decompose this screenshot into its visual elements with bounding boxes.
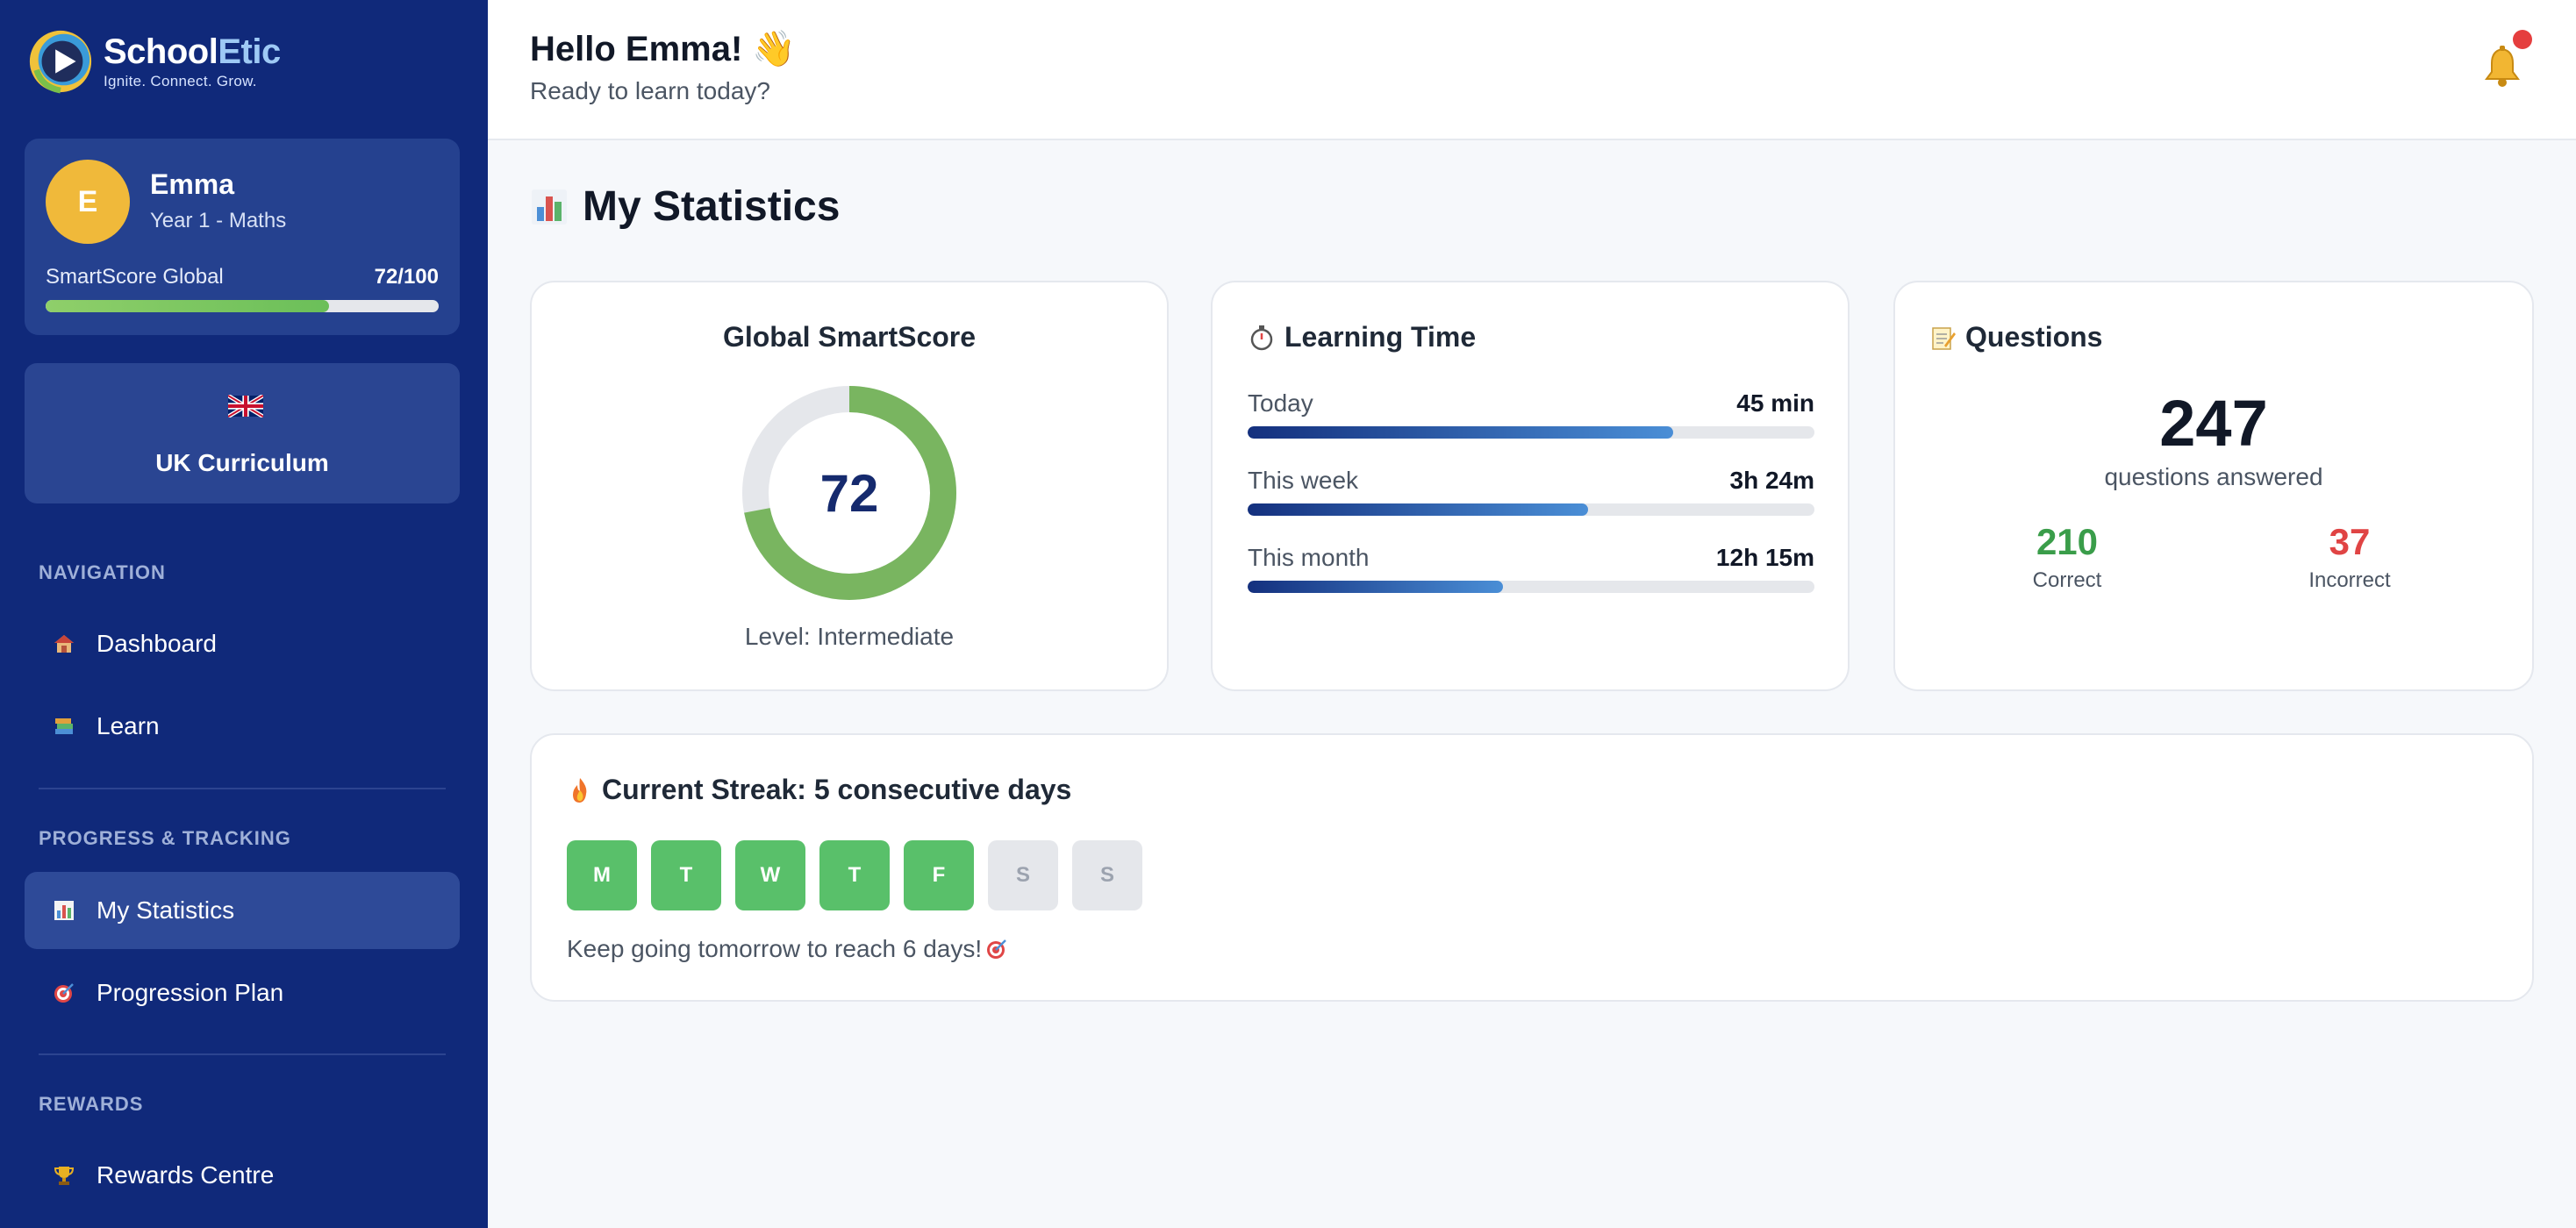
- page-title: My Statistics: [530, 182, 840, 231]
- sidebar-item-rewards[interactable]: Rewards Centre: [25, 1137, 460, 1214]
- learning-time-value: 45 min: [1736, 389, 1814, 417]
- memo-icon: [1932, 326, 1956, 350]
- logo-play-icon: [29, 30, 92, 94]
- streak-card-title: Current Streak: 5 consecutive days: [567, 774, 1071, 806]
- learning-time-label: This week: [1248, 467, 1359, 494]
- questions-correct: 210 Correct: [1979, 521, 2155, 593]
- curriculum-label: UK Curriculum: [155, 449, 329, 476]
- smartscore-card: Global SmartScore 72 Level: Intermediate: [530, 281, 1169, 691]
- sidebar-item-dashboard[interactable]: Dashboard: [25, 605, 460, 682]
- brand-name-school: School: [104, 32, 218, 71]
- learning-time-bar-fill: [1248, 426, 1673, 439]
- streak-days: M T W T F S S: [567, 840, 1142, 910]
- trophy-icon: [51, 1162, 77, 1189]
- nav-section-rewards: REWARDS: [39, 1093, 144, 1115]
- learning-time-label: This month: [1248, 544, 1370, 571]
- learning-time-bar-fill: [1248, 581, 1503, 593]
- questions-total-label: questions answered: [2104, 463, 2323, 490]
- brand-tagline: Ignite. Connect. Grow.: [104, 73, 257, 89]
- correct-label: Correct: [2032, 568, 2102, 592]
- profile-name: Emma: [150, 168, 235, 200]
- learning-time-bar: [1248, 503, 1814, 516]
- sidebar-item-label: My Statistics: [97, 896, 235, 924]
- correct-count: 210: [2036, 521, 2099, 562]
- incorrect-label: Incorrect: [2308, 568, 2391, 592]
- greeting-subtitle: Ready to learn today?: [530, 77, 770, 104]
- streak-day: M: [567, 840, 637, 910]
- sidebar-item-label: Learn: [97, 712, 160, 739]
- sidebar-item-label: Rewards Centre: [97, 1161, 275, 1189]
- streak-day: S: [1072, 840, 1142, 910]
- learning-time-bar: [1248, 426, 1814, 439]
- sidebar-item-learn[interactable]: Learn: [25, 688, 460, 765]
- smartscore-donut-arc: [742, 386, 956, 600]
- home-icon: [51, 631, 77, 657]
- streak-title-text: Current Streak: 5 consecutive days: [602, 774, 1072, 805]
- smartscore-progress-fill: [46, 300, 329, 312]
- streak-day: W: [735, 840, 805, 910]
- brand-name-etic: Etic: [218, 32, 281, 71]
- profile-subtitle: Year 1 - Maths: [150, 209, 287, 232]
- smartscore-donut: [742, 386, 956, 600]
- books-icon: [51, 713, 77, 739]
- nav-divider: [39, 788, 446, 789]
- stopwatch-icon: [1250, 325, 1273, 350]
- top-header: Hello Emma! 👋 Ready to learn today?: [488, 0, 2576, 140]
- profile-card: E Emma Year 1 - Maths SmartScore Global …: [25, 139, 460, 335]
- nav-section-progress: PROGRESS & TRACKING: [39, 827, 291, 849]
- brand-logo[interactable]: SchoolEtic Ignite. Connect. Grow.: [26, 25, 281, 98]
- avatar[interactable]: E: [46, 160, 130, 244]
- sidebar-item-label: Dashboard: [97, 630, 217, 657]
- streak-note: Keep going tomorrow to reach 6 days!: [567, 935, 1008, 963]
- streak-day: S: [988, 840, 1058, 910]
- learning-time-label: Today: [1248, 389, 1313, 417]
- fire-icon: [573, 777, 587, 803]
- streak-card: Current Streak: 5 consecutive days M T W…: [530, 733, 2534, 1002]
- streak-day: T: [651, 840, 721, 910]
- bar-chart-icon: [51, 897, 77, 924]
- smartscore-label: SmartScore Global: [46, 265, 224, 289]
- incorrect-count: 37: [2329, 521, 2371, 562]
- target-icon: [51, 980, 77, 1006]
- bar-chart-icon: [532, 189, 567, 225]
- learning-time-bar-fill: [1248, 503, 1588, 516]
- questions-card: Questions 247 questions answered 210 Cor…: [1893, 281, 2534, 691]
- questions-title-text: Questions: [1965, 321, 2103, 353]
- notification-badge: [2513, 30, 2532, 49]
- sidebar-item-label: Progression Plan: [97, 979, 284, 1006]
- target-icon: [987, 939, 1007, 959]
- sidebar: SchoolEtic Ignite. Connect. Grow. E Emma…: [0, 0, 488, 1228]
- learning-time-title-text: Learning Time: [1284, 321, 1477, 353]
- sidebar-item-statistics[interactable]: My Statistics: [25, 872, 460, 949]
- streak-day: T: [819, 840, 890, 910]
- smartscore-card-title: Global SmartScore: [722, 321, 977, 353]
- greeting-title: Hello Emma! 👋: [530, 30, 797, 68]
- sidebar-item-progression-plan[interactable]: Progression Plan: [25, 954, 460, 1032]
- smartscore-value-large: 72: [819, 463, 879, 523]
- uk-flag-icon: [228, 395, 263, 418]
- streak-note-text: Keep going tomorrow to reach 6 days!: [567, 935, 983, 962]
- curriculum-selector[interactable]: UK Curriculum: [25, 363, 460, 503]
- learning-time-value: 12h 15m: [1715, 544, 1814, 571]
- smartscore-value: 72/100: [374, 265, 439, 289]
- streak-day: F: [904, 840, 974, 910]
- nav-divider: [39, 1053, 446, 1055]
- nav-section-navigation: NAVIGATION: [39, 561, 166, 583]
- questions-total: 247: [2159, 387, 2268, 460]
- questions-card-title: Questions: [1930, 321, 2102, 353]
- learning-time-bar: [1248, 581, 1814, 593]
- learning-time-value: 3h 24m: [1729, 467, 1815, 494]
- notification-bell-icon[interactable]: [2481, 44, 2523, 88]
- learning-time-card: Learning Time Today 45 min This week 3h …: [1211, 281, 1850, 691]
- questions-incorrect: 37 Incorrect: [2262, 521, 2437, 593]
- page-title-text: My Statistics: [583, 183, 841, 230]
- smartscore-progress-bar: [46, 300, 439, 312]
- smartscore-level: Level: Intermediate: [744, 623, 955, 650]
- learning-time-card-title: Learning Time: [1248, 321, 1476, 353]
